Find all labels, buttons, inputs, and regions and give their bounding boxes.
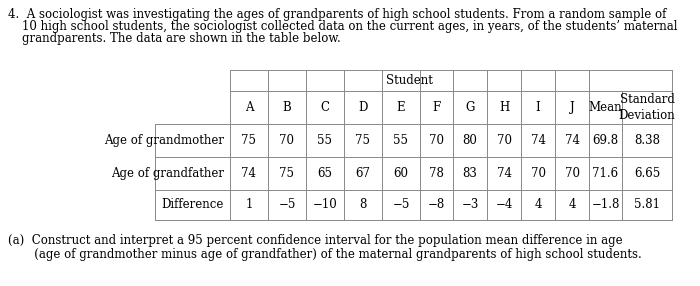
Text: 4: 4: [534, 198, 542, 212]
Text: G: G: [466, 101, 475, 114]
Text: 1: 1: [245, 198, 253, 212]
Text: 74: 74: [241, 167, 256, 180]
Text: 55: 55: [318, 134, 332, 147]
Text: −1.8: −1.8: [592, 198, 620, 212]
Text: 60: 60: [393, 167, 409, 180]
Text: 4: 4: [568, 198, 575, 212]
Text: 78: 78: [429, 167, 444, 180]
Text: 6.65: 6.65: [634, 167, 660, 180]
Text: 67: 67: [356, 167, 370, 180]
Text: 4.  A sociologist was investigating the ages of grandparents of high school stud: 4. A sociologist was investigating the a…: [8, 8, 666, 21]
Text: −5: −5: [279, 198, 295, 212]
Text: 70: 70: [429, 134, 444, 147]
Text: H: H: [499, 101, 509, 114]
Text: Student: Student: [386, 74, 433, 87]
Text: 74: 74: [564, 134, 580, 147]
Text: F: F: [433, 101, 440, 114]
Text: Age of grandmother: Age of grandmother: [104, 134, 224, 147]
Text: 75: 75: [241, 134, 256, 147]
Text: 75: 75: [279, 167, 295, 180]
Text: (a)  Construct and interpret a 95 percent confidence interval for the population: (a) Construct and interpret a 95 percent…: [8, 234, 622, 247]
Text: 8: 8: [359, 198, 367, 212]
Text: 83: 83: [463, 167, 477, 180]
Text: (age of grandmother minus age of grandfather) of the maternal grandparents of hi: (age of grandmother minus age of grandfa…: [8, 248, 642, 261]
Text: 5.81: 5.81: [634, 198, 660, 212]
Text: 70: 70: [564, 167, 580, 180]
Text: 80: 80: [463, 134, 477, 147]
Text: 69.8: 69.8: [592, 134, 619, 147]
Text: 70: 70: [279, 134, 295, 147]
Text: −5: −5: [392, 198, 410, 212]
Text: J: J: [570, 101, 575, 114]
Text: 74: 74: [496, 167, 512, 180]
Text: 70: 70: [496, 134, 512, 147]
Text: 55: 55: [393, 134, 409, 147]
Text: −3: −3: [461, 198, 479, 212]
Text: 65: 65: [318, 167, 332, 180]
Text: Difference: Difference: [162, 198, 224, 212]
Text: 70: 70: [531, 167, 545, 180]
Text: 74: 74: [531, 134, 545, 147]
Text: Mean: Mean: [589, 101, 622, 114]
Text: −10: −10: [313, 198, 337, 212]
Text: 71.6: 71.6: [592, 167, 619, 180]
Text: E: E: [397, 101, 405, 114]
Text: −4: −4: [496, 198, 512, 212]
Text: B: B: [283, 101, 291, 114]
Text: −8: −8: [428, 198, 445, 212]
Text: 75: 75: [356, 134, 370, 147]
Text: Standard
Deviation: Standard Deviation: [619, 93, 675, 122]
Text: 10 high school students, the sociologist collected data on the current ages, in : 10 high school students, the sociologist…: [22, 20, 678, 33]
Text: C: C: [321, 101, 330, 114]
Text: D: D: [358, 101, 368, 114]
Text: I: I: [536, 101, 540, 114]
Text: 8.38: 8.38: [634, 134, 660, 147]
Text: A: A: [245, 101, 253, 114]
Text: Age of grandfather: Age of grandfather: [111, 167, 224, 180]
Text: grandparents. The data are shown in the table below.: grandparents. The data are shown in the …: [22, 32, 341, 45]
